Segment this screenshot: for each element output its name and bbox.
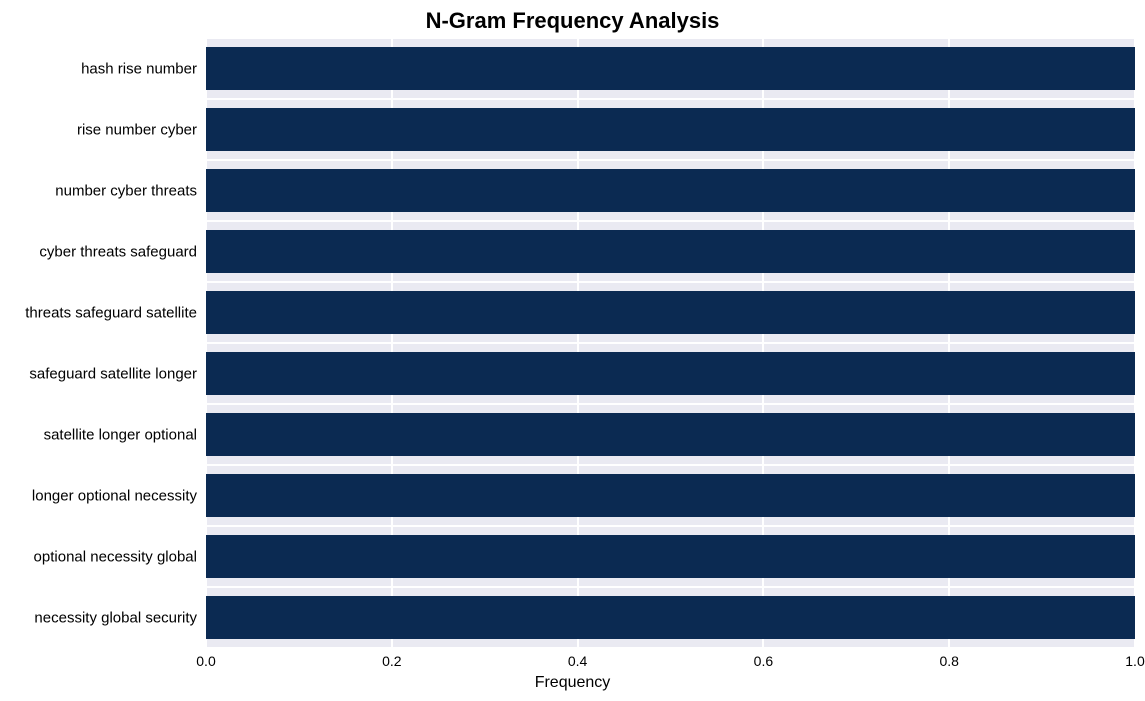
y-tick-label: optional necessity global: [34, 548, 197, 565]
y-tick-label: safeguard satellite longer: [29, 365, 197, 382]
bar: [206, 47, 1135, 90]
x-tick-label: 0.8: [939, 653, 958, 669]
y-tick-label: threats safeguard satellite: [25, 304, 197, 321]
y-tick-label: necessity global security: [34, 609, 197, 626]
x-tick-label: 0.0: [196, 653, 215, 669]
horizontal-gridline: [206, 403, 1135, 405]
horizontal-gridline: [206, 220, 1135, 222]
y-tick-label: number cyber threats: [55, 182, 197, 199]
horizontal-gridline: [206, 525, 1135, 527]
x-tick-label: 1.0: [1125, 653, 1144, 669]
bar: [206, 535, 1135, 578]
y-tick-label: cyber threats safeguard: [39, 243, 197, 260]
y-tick-label: satellite longer optional: [44, 426, 197, 443]
horizontal-gridline: [206, 98, 1135, 100]
plot-area: [206, 38, 1135, 648]
bar: [206, 230, 1135, 273]
x-tick-label: 0.4: [568, 653, 587, 669]
horizontal-gridline: [206, 37, 1135, 39]
chart-container: N-Gram Frequency Analysis Frequency 0.0 0…: [0, 0, 1145, 701]
horizontal-gridline: [206, 159, 1135, 161]
bar: [206, 474, 1135, 517]
bar: [206, 352, 1135, 395]
x-tick-label: 0.6: [754, 653, 773, 669]
x-tick-label: 0.2: [382, 653, 401, 669]
horizontal-gridline: [206, 342, 1135, 344]
bar: [206, 169, 1135, 212]
horizontal-gridline: [206, 281, 1135, 283]
x-axis-label: Frequency: [0, 674, 1145, 692]
bar: [206, 413, 1135, 456]
chart-title: N-Gram Frequency Analysis: [0, 8, 1145, 34]
horizontal-gridline: [206, 464, 1135, 466]
bar: [206, 291, 1135, 334]
bar: [206, 108, 1135, 151]
y-tick-label: rise number cyber: [77, 121, 197, 138]
y-tick-label: longer optional necessity: [32, 487, 197, 504]
horizontal-gridline: [206, 586, 1135, 588]
bar: [206, 596, 1135, 639]
horizontal-gridline: [206, 647, 1135, 649]
y-tick-label: hash rise number: [81, 60, 197, 77]
